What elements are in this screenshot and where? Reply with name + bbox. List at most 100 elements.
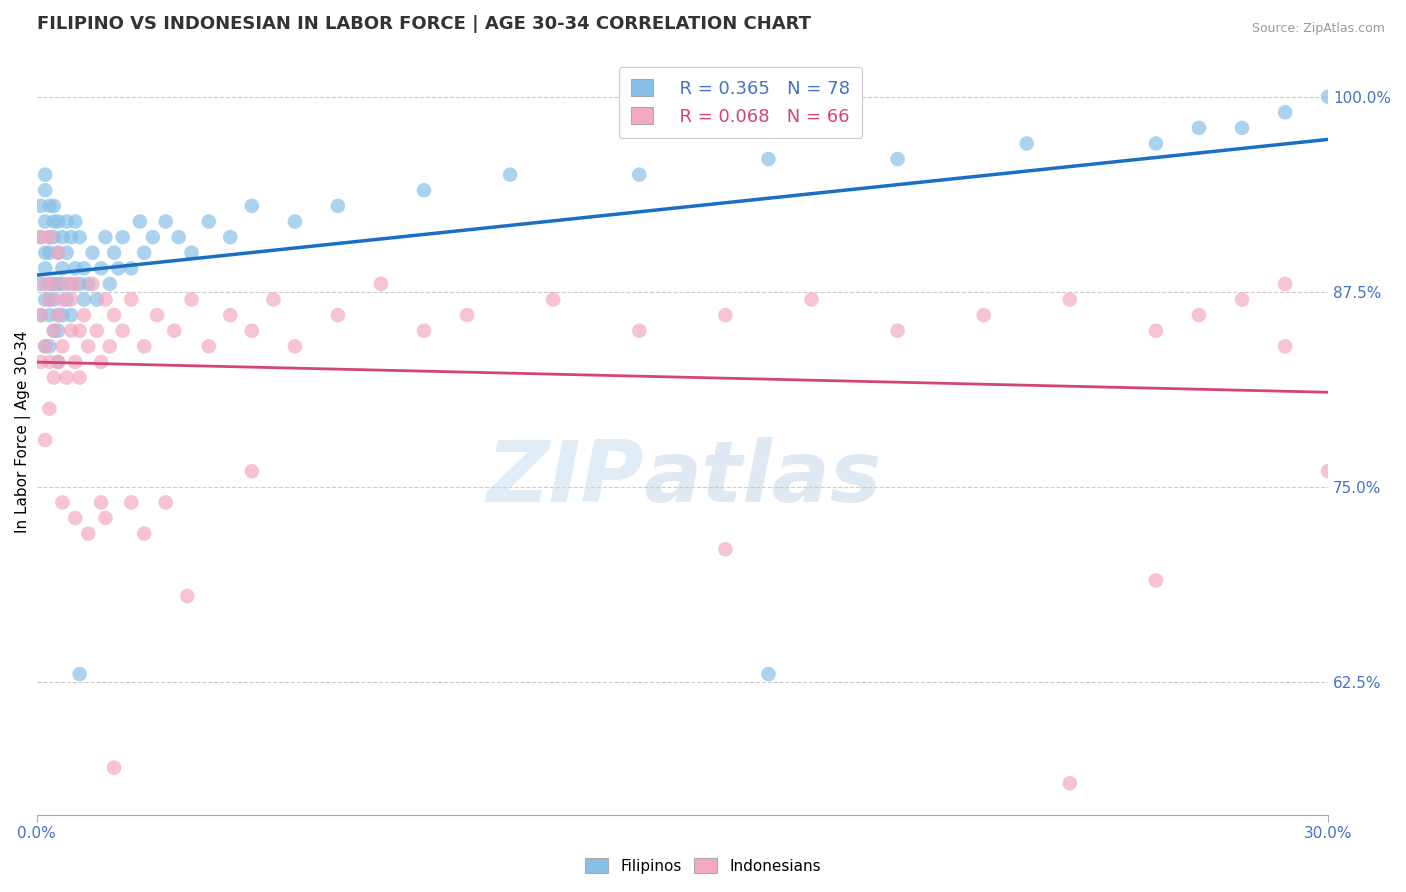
- Text: FILIPINO VS INDONESIAN IN LABOR FORCE | AGE 30-34 CORRELATION CHART: FILIPINO VS INDONESIAN IN LABOR FORCE | …: [37, 15, 810, 33]
- Point: [46, 308, 69, 322]
- Point: [51, 261, 73, 276]
- Point: [30, 230, 52, 244]
- Point: [111, 324, 134, 338]
- Point: [1274, 339, 1296, 353]
- Point: [34, 433, 56, 447]
- Point: [42, 324, 65, 338]
- Point: [55, 370, 77, 384]
- Legend: Filipinos, Indonesians: Filipinos, Indonesians: [579, 852, 827, 880]
- Point: [38, 230, 60, 244]
- Point: [176, 589, 198, 603]
- Point: [86, 324, 108, 338]
- Point: [55, 277, 77, 291]
- Point: [42, 230, 65, 244]
- Point: [30, 355, 52, 369]
- Point: [38, 277, 60, 291]
- Text: atlas: atlas: [644, 436, 882, 519]
- Point: [326, 199, 349, 213]
- Point: [73, 293, 96, 307]
- Point: [46, 245, 69, 260]
- Point: [284, 339, 307, 353]
- Point: [65, 355, 87, 369]
- Point: [758, 152, 780, 166]
- Point: [197, 214, 219, 228]
- Point: [51, 277, 73, 291]
- Point: [46, 277, 69, 291]
- Point: [42, 370, 65, 384]
- Point: [38, 339, 60, 353]
- Point: [77, 277, 100, 291]
- Point: [98, 339, 121, 353]
- Point: [86, 293, 108, 307]
- Point: [69, 230, 91, 244]
- Point: [111, 230, 134, 244]
- Point: [34, 339, 56, 353]
- Point: [180, 245, 202, 260]
- Point: [38, 308, 60, 322]
- Point: [973, 308, 995, 322]
- Point: [1144, 136, 1167, 151]
- Point: [82, 277, 104, 291]
- Point: [30, 230, 52, 244]
- Point: [55, 293, 77, 307]
- Point: [73, 308, 96, 322]
- Point: [42, 324, 65, 338]
- Point: [413, 324, 436, 338]
- Point: [94, 293, 117, 307]
- Point: [413, 183, 436, 197]
- Point: [98, 277, 121, 291]
- Y-axis label: In Labor Force | Age 30-34: In Labor Force | Age 30-34: [15, 331, 31, 533]
- Point: [51, 339, 73, 353]
- Point: [65, 214, 87, 228]
- Point: [38, 245, 60, 260]
- Point: [42, 277, 65, 291]
- Point: [284, 214, 307, 228]
- Point: [42, 214, 65, 228]
- Point: [1188, 308, 1211, 322]
- Point: [886, 152, 908, 166]
- Point: [59, 293, 82, 307]
- Point: [1317, 464, 1340, 478]
- Point: [73, 261, 96, 276]
- Point: [34, 261, 56, 276]
- Point: [128, 214, 150, 228]
- Point: [155, 214, 177, 228]
- Point: [38, 293, 60, 307]
- Point: [134, 526, 156, 541]
- Point: [628, 168, 651, 182]
- Point: [103, 308, 125, 322]
- Point: [326, 308, 349, 322]
- Point: [34, 293, 56, 307]
- Point: [69, 667, 91, 681]
- Point: [51, 308, 73, 322]
- Point: [69, 370, 91, 384]
- Point: [1144, 324, 1167, 338]
- Point: [65, 511, 87, 525]
- Point: [59, 308, 82, 322]
- Point: [120, 261, 142, 276]
- Point: [1188, 120, 1211, 135]
- Point: [886, 324, 908, 338]
- Point: [120, 293, 142, 307]
- Point: [30, 308, 52, 322]
- Point: [38, 199, 60, 213]
- Point: [107, 261, 129, 276]
- Point: [34, 168, 56, 182]
- Point: [1059, 293, 1081, 307]
- Point: [499, 168, 522, 182]
- Point: [758, 667, 780, 681]
- Point: [51, 293, 73, 307]
- Point: [1230, 120, 1253, 135]
- Point: [69, 324, 91, 338]
- Point: [90, 495, 112, 509]
- Point: [94, 230, 117, 244]
- Point: [1230, 293, 1253, 307]
- Point: [65, 277, 87, 291]
- Point: [456, 308, 478, 322]
- Text: ZIP: ZIP: [486, 436, 644, 519]
- Point: [82, 245, 104, 260]
- Point: [714, 308, 737, 322]
- Point: [103, 245, 125, 260]
- Point: [370, 277, 392, 291]
- Point: [1144, 574, 1167, 588]
